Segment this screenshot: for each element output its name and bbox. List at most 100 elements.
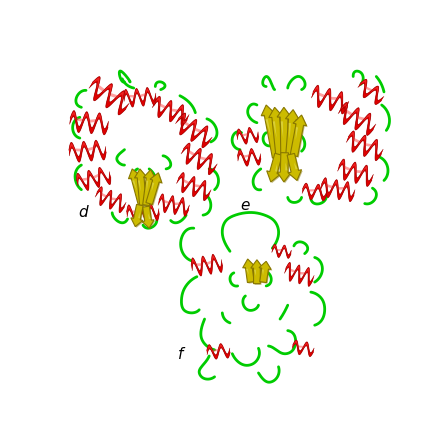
Polygon shape bbox=[191, 254, 222, 276]
Polygon shape bbox=[340, 103, 370, 124]
Polygon shape bbox=[70, 112, 102, 123]
Polygon shape bbox=[159, 195, 184, 206]
Polygon shape bbox=[285, 109, 299, 159]
Polygon shape bbox=[77, 168, 104, 182]
Polygon shape bbox=[127, 203, 159, 222]
Polygon shape bbox=[237, 128, 253, 137]
Polygon shape bbox=[279, 154, 292, 183]
Polygon shape bbox=[259, 261, 271, 283]
Text: f: f bbox=[178, 347, 184, 362]
Polygon shape bbox=[147, 174, 163, 206]
Polygon shape bbox=[97, 188, 121, 202]
Polygon shape bbox=[158, 194, 190, 216]
Polygon shape bbox=[77, 167, 111, 190]
Polygon shape bbox=[77, 167, 111, 190]
Polygon shape bbox=[346, 131, 383, 161]
Polygon shape bbox=[260, 263, 272, 284]
Polygon shape bbox=[207, 344, 230, 359]
Polygon shape bbox=[277, 153, 291, 182]
Polygon shape bbox=[152, 96, 189, 126]
Polygon shape bbox=[138, 180, 142, 205]
Polygon shape bbox=[284, 263, 314, 287]
Polygon shape bbox=[181, 143, 217, 175]
Polygon shape bbox=[358, 79, 384, 105]
Polygon shape bbox=[154, 97, 183, 115]
Polygon shape bbox=[275, 154, 279, 172]
Polygon shape bbox=[339, 160, 368, 175]
Polygon shape bbox=[142, 206, 154, 228]
Polygon shape bbox=[69, 140, 106, 162]
Polygon shape bbox=[178, 174, 206, 190]
Polygon shape bbox=[338, 159, 373, 186]
Polygon shape bbox=[124, 89, 150, 98]
Polygon shape bbox=[132, 206, 144, 228]
Polygon shape bbox=[143, 170, 156, 206]
Polygon shape bbox=[313, 86, 343, 102]
Polygon shape bbox=[287, 154, 302, 181]
Polygon shape bbox=[143, 207, 155, 229]
Polygon shape bbox=[278, 109, 292, 162]
Polygon shape bbox=[273, 121, 279, 159]
Polygon shape bbox=[124, 88, 156, 107]
Polygon shape bbox=[338, 102, 376, 135]
Polygon shape bbox=[131, 204, 143, 227]
Polygon shape bbox=[69, 111, 109, 135]
Polygon shape bbox=[138, 205, 141, 218]
Polygon shape bbox=[285, 153, 287, 170]
Polygon shape bbox=[291, 116, 308, 158]
Polygon shape bbox=[89, 77, 129, 115]
Polygon shape bbox=[177, 173, 211, 201]
Polygon shape bbox=[251, 260, 263, 283]
Polygon shape bbox=[346, 131, 383, 161]
Polygon shape bbox=[270, 109, 285, 161]
Polygon shape bbox=[238, 149, 261, 166]
Polygon shape bbox=[127, 204, 154, 214]
Polygon shape bbox=[191, 254, 222, 276]
Polygon shape bbox=[267, 153, 282, 182]
Polygon shape bbox=[136, 170, 148, 206]
Polygon shape bbox=[293, 341, 308, 349]
Polygon shape bbox=[145, 181, 148, 205]
Polygon shape bbox=[191, 255, 217, 267]
Polygon shape bbox=[146, 173, 162, 205]
Polygon shape bbox=[207, 344, 224, 352]
Polygon shape bbox=[95, 187, 126, 213]
Polygon shape bbox=[132, 180, 141, 204]
Polygon shape bbox=[129, 170, 146, 206]
Polygon shape bbox=[322, 179, 349, 191]
Polygon shape bbox=[95, 187, 126, 213]
Polygon shape bbox=[127, 203, 159, 222]
Polygon shape bbox=[147, 206, 151, 219]
Polygon shape bbox=[284, 263, 314, 287]
Polygon shape bbox=[312, 85, 349, 114]
Polygon shape bbox=[263, 106, 281, 159]
Polygon shape bbox=[293, 127, 298, 156]
Polygon shape bbox=[302, 183, 327, 201]
Polygon shape bbox=[268, 154, 283, 183]
Polygon shape bbox=[272, 244, 291, 259]
Polygon shape bbox=[237, 127, 259, 144]
Polygon shape bbox=[158, 194, 190, 216]
Polygon shape bbox=[69, 140, 106, 162]
Polygon shape bbox=[177, 173, 211, 201]
Polygon shape bbox=[272, 244, 291, 259]
Polygon shape bbox=[321, 178, 355, 202]
Polygon shape bbox=[134, 169, 147, 206]
Polygon shape bbox=[292, 154, 298, 170]
Polygon shape bbox=[183, 144, 212, 163]
Polygon shape bbox=[69, 111, 109, 135]
Polygon shape bbox=[287, 111, 300, 160]
Polygon shape bbox=[254, 270, 256, 283]
Text: d: d bbox=[78, 206, 88, 220]
Polygon shape bbox=[246, 269, 250, 282]
Polygon shape bbox=[92, 78, 124, 102]
Polygon shape bbox=[338, 102, 376, 135]
Polygon shape bbox=[129, 169, 145, 204]
Polygon shape bbox=[290, 115, 307, 157]
Polygon shape bbox=[252, 261, 264, 285]
Polygon shape bbox=[358, 79, 384, 105]
Polygon shape bbox=[288, 154, 303, 182]
Polygon shape bbox=[338, 159, 373, 186]
Polygon shape bbox=[288, 123, 291, 159]
Polygon shape bbox=[281, 121, 283, 161]
